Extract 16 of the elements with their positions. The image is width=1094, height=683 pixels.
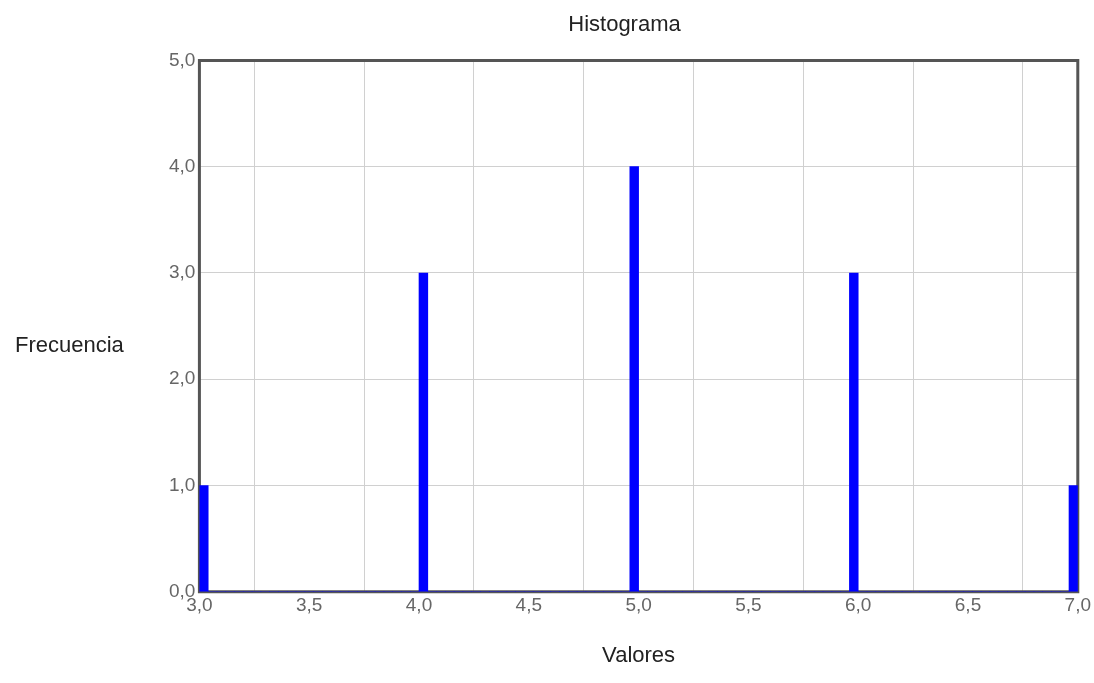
x-tick-label: 6,5 <box>954 594 982 616</box>
chart-title: Histograma <box>568 11 682 37</box>
x-tick-label: 5,0 <box>625 594 652 616</box>
x-tick-label: 4,0 <box>405 594 433 616</box>
y-tick-label: 2,0 <box>168 367 196 389</box>
y-tick-label: 5,0 <box>168 48 196 70</box>
y-tick-label: 1,0 <box>168 473 196 495</box>
x-tick-label: 5,5 <box>735 594 762 616</box>
x-tick-label: 3,5 <box>296 594 323 616</box>
y-tick-label: 4,0 <box>168 154 196 176</box>
x-axis-title: Valores <box>602 641 676 667</box>
x-tick-label: 7,0 <box>1064 594 1091 616</box>
x-tick-label: 6,0 <box>844 594 872 616</box>
x-tick-label: 4,5 <box>515 594 543 616</box>
y-tick-label: 3,0 <box>168 261 196 283</box>
y-axis-title: Frecuencia <box>15 332 124 358</box>
